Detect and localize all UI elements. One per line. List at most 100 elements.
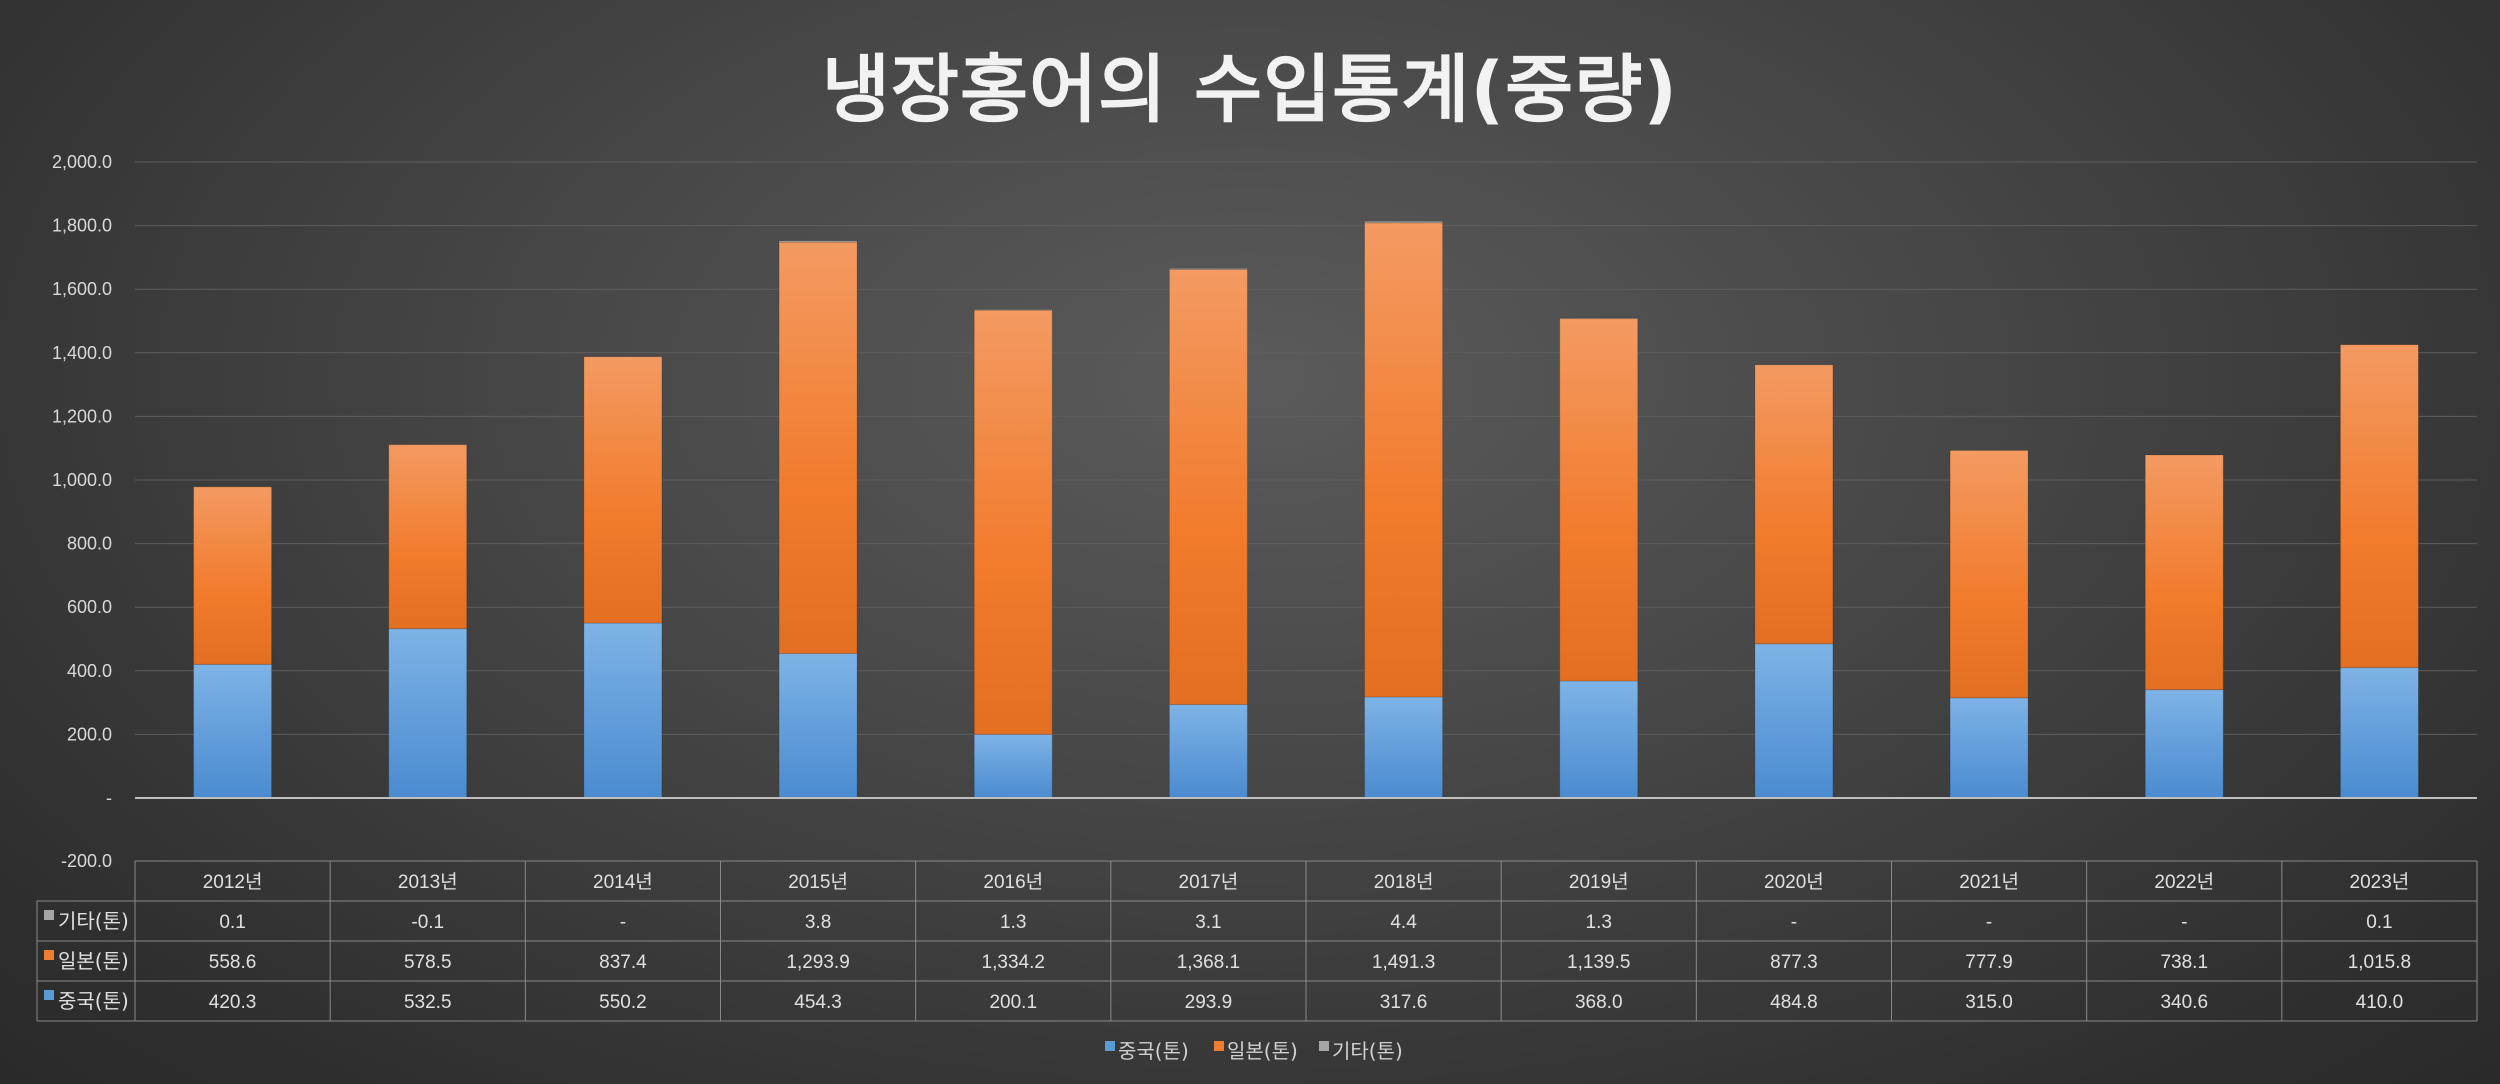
- bar-segment: [1559, 318, 1639, 682]
- bar-segment: [388, 444, 468, 630]
- x-tick-label: 2019년: [1569, 871, 1629, 893]
- data-label: -: [620, 912, 626, 933]
- bar-segment: [1364, 220, 1444, 224]
- data-label: 1,368.1: [1177, 952, 1240, 973]
- data-label: 420.3: [209, 992, 257, 1013]
- data-label: 1,293.9: [786, 952, 849, 973]
- bar-segment: [2339, 667, 2419, 799]
- data-label: 550.2: [599, 992, 647, 1013]
- y-tick-label: 1,800.0: [52, 216, 112, 236]
- bar-segment: [583, 356, 663, 624]
- y-tick-label: 1,000.0: [52, 470, 112, 490]
- legend-marker: [1214, 1041, 1224, 1051]
- bar-segment: [1754, 364, 1834, 645]
- data-label: 3.8: [805, 912, 831, 933]
- bar-segment: [1949, 449, 2029, 699]
- y-tick-label: 1,200.0: [52, 406, 112, 426]
- x-tick-label: 2013년: [398, 871, 458, 893]
- table-row-header: 기타(톤): [58, 909, 129, 933]
- x-tick-label: 2016년: [983, 871, 1043, 893]
- legend-label: 중국(톤): [1118, 1039, 1189, 1063]
- y-tick-label: 600.0: [67, 597, 112, 617]
- data-label: 1,491.3: [1372, 952, 1435, 973]
- x-tick-label: 2014년: [593, 871, 653, 893]
- data-label: 454.3: [794, 992, 842, 1013]
- data-label: 532.5: [404, 992, 452, 1013]
- y-tick-label: 800.0: [67, 534, 112, 554]
- bar-segment: [193, 486, 273, 665]
- bar-segment: [388, 628, 468, 799]
- bar-segment: [1559, 680, 1639, 799]
- data-label: 1,015.8: [2348, 952, 2411, 973]
- y-tick-label: 200.0: [67, 724, 112, 744]
- legend-marker: [1319, 1041, 1329, 1051]
- data-label: 0.1: [2366, 912, 2392, 933]
- bar-segment: [2339, 344, 2419, 669]
- data-label: -: [1986, 912, 1992, 933]
- data-label: 877.3: [1770, 952, 1818, 973]
- data-label: 368.0: [1575, 992, 1623, 1013]
- y-tick-label: 1,600.0: [52, 279, 112, 299]
- x-tick-label: 2012년: [203, 871, 263, 893]
- bar-segment: [2144, 689, 2224, 799]
- data-label: 578.5: [404, 952, 452, 973]
- legend-label: 일본(톤): [1227, 1039, 1298, 1063]
- data-label: 1,334.2: [982, 952, 1045, 973]
- x-tick-label: 2018년: [1374, 871, 1434, 893]
- data-label: 777.9: [1965, 952, 2013, 973]
- y-tick-label: 400.0: [67, 661, 112, 681]
- legend-key-marker: [44, 910, 54, 920]
- bar-segment: [1168, 267, 1248, 270]
- y-tick-label: 2,000.0: [52, 152, 112, 172]
- bar-segment: [973, 733, 1053, 799]
- bar-segment: [193, 663, 273, 799]
- bar-segment: [778, 241, 858, 655]
- bar-segment: [778, 653, 858, 799]
- data-label: 484.8: [1770, 992, 1818, 1013]
- x-tick-label: 2023년: [2350, 871, 2410, 893]
- data-label: 0.1: [219, 912, 245, 933]
- bar-segment: [1754, 643, 1834, 799]
- x-tick-label: 2017년: [1179, 871, 1239, 893]
- bar-segment: [1364, 222, 1444, 698]
- data-label: 3.1: [1195, 912, 1221, 933]
- chart-title: 냉장홍어의 수입통계(중량): [821, 47, 1679, 133]
- bar-segment: [583, 622, 663, 799]
- bar-segment: [2144, 454, 2224, 691]
- data-label: 200.1: [989, 992, 1037, 1013]
- data-label: 738.1: [2160, 952, 2208, 973]
- data-label: -: [1791, 912, 1797, 933]
- data-label: 837.4: [599, 952, 647, 973]
- x-tick-label: 2021년: [1959, 871, 2019, 893]
- table-row-header: 일본(톤): [58, 949, 129, 973]
- bar-segment: [778, 240, 858, 243]
- bar-segment: [973, 309, 1053, 735]
- data-label: 317.6: [1380, 992, 1428, 1013]
- table-row-header: 중국(톤): [58, 989, 129, 1013]
- legend-key-marker: [44, 950, 54, 960]
- data-label: 340.6: [2160, 992, 2208, 1013]
- y-tick-label: -200.0: [61, 851, 112, 871]
- data-label: 4.4: [1390, 912, 1417, 933]
- data-label: 1.3: [1586, 912, 1612, 933]
- legend-marker: [1105, 1041, 1115, 1051]
- bar-segment: [1364, 696, 1444, 799]
- data-label: 1,139.5: [1567, 952, 1630, 973]
- legend-key-marker: [44, 990, 54, 1000]
- data-label: 410.0: [2356, 992, 2404, 1013]
- x-tick-label: 2015년: [788, 871, 848, 893]
- data-label: 558.6: [209, 952, 257, 973]
- bar-segment: [1168, 268, 1248, 706]
- data-label: 315.0: [1965, 992, 2013, 1013]
- data-label: -0.1: [411, 912, 444, 933]
- bar-segment: [1949, 697, 2029, 799]
- data-label: 1.3: [1000, 912, 1026, 933]
- bar-segment: [1168, 704, 1248, 799]
- x-tick-label: 2022년: [2154, 871, 2214, 893]
- data-label: -: [2181, 912, 2187, 933]
- data-label: 293.9: [1185, 992, 1233, 1013]
- x-tick-label: 2020년: [1764, 871, 1824, 893]
- legend-label: 기타(톤): [1332, 1039, 1403, 1063]
